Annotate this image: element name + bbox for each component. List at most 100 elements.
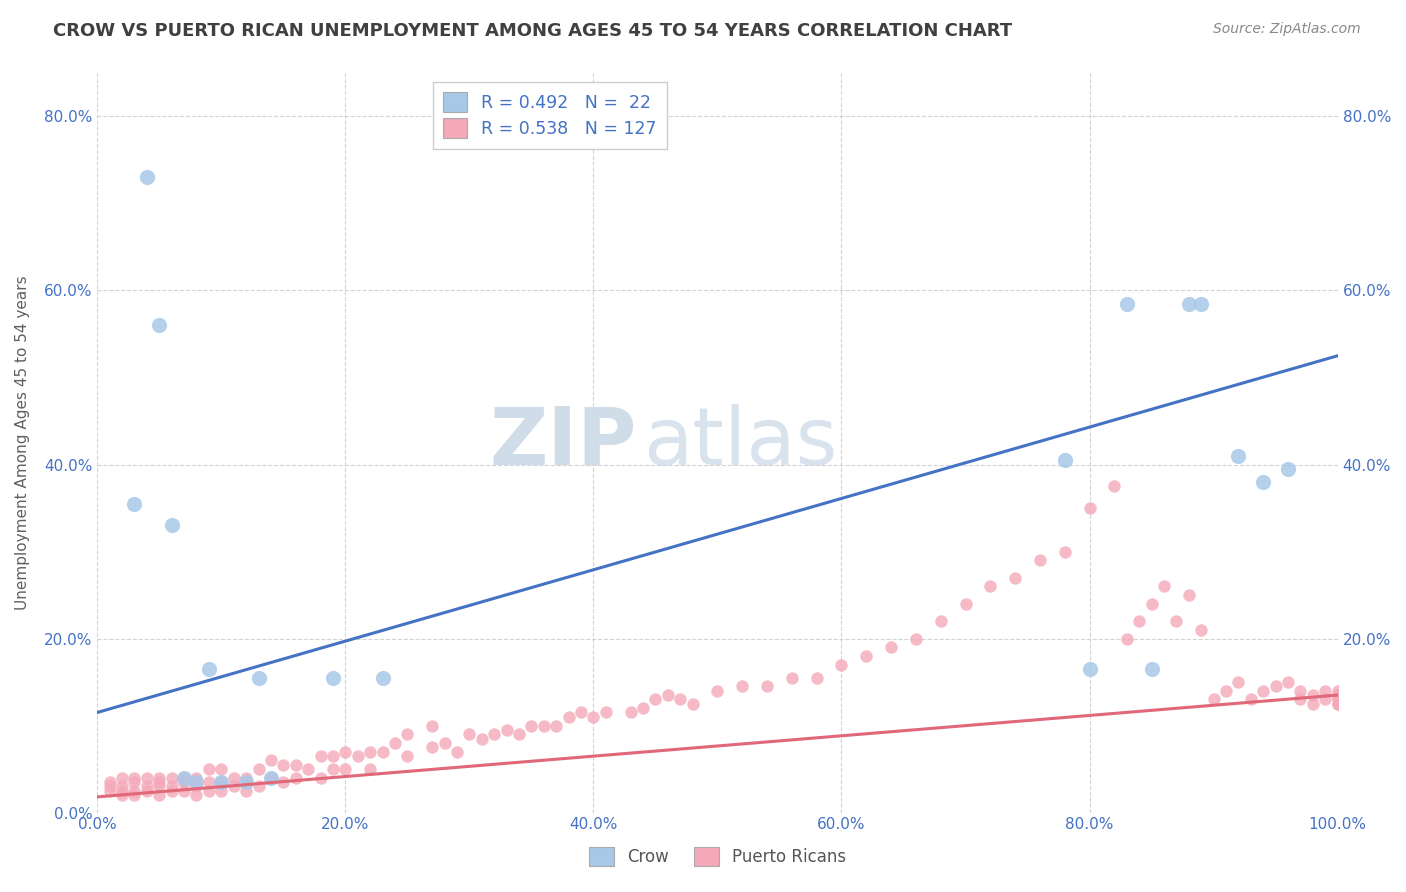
- Point: [173, 771, 195, 785]
- Point: [335, 745, 357, 759]
- Point: [135, 771, 157, 785]
- Point: [309, 749, 332, 764]
- Point: [904, 632, 927, 646]
- Point: [111, 788, 134, 802]
- Point: [1326, 692, 1348, 706]
- Point: [1153, 579, 1175, 593]
- Point: [371, 671, 394, 685]
- Point: [335, 762, 357, 776]
- Text: atlas: atlas: [643, 404, 838, 482]
- Point: [458, 727, 481, 741]
- Point: [1029, 553, 1052, 567]
- Point: [235, 775, 257, 789]
- Point: [420, 740, 443, 755]
- Point: [186, 771, 208, 785]
- Point: [135, 170, 157, 185]
- Point: [322, 749, 344, 764]
- Point: [620, 706, 643, 720]
- Point: [1227, 675, 1250, 690]
- Point: [1326, 688, 1348, 702]
- Point: [1115, 632, 1137, 646]
- Point: [706, 683, 728, 698]
- Point: [222, 780, 245, 794]
- Point: [830, 657, 852, 672]
- Point: [209, 784, 232, 798]
- Point: [284, 757, 307, 772]
- Point: [1227, 449, 1250, 463]
- Point: [148, 318, 170, 333]
- Point: [98, 784, 121, 798]
- Point: [1202, 692, 1225, 706]
- Point: [446, 745, 468, 759]
- Point: [173, 771, 195, 785]
- Point: [520, 718, 543, 732]
- Point: [1302, 697, 1324, 711]
- Point: [135, 784, 157, 798]
- Point: [731, 679, 754, 693]
- Point: [198, 762, 221, 776]
- Point: [322, 762, 344, 776]
- Point: [148, 771, 170, 785]
- Point: [198, 784, 221, 798]
- Point: [198, 662, 221, 676]
- Point: [384, 736, 406, 750]
- Point: [396, 749, 419, 764]
- Point: [173, 784, 195, 798]
- Point: [1104, 479, 1126, 493]
- Point: [669, 692, 692, 706]
- Point: [1326, 692, 1348, 706]
- Point: [260, 771, 283, 785]
- Point: [271, 775, 294, 789]
- Point: [124, 775, 146, 789]
- Point: [173, 775, 195, 789]
- Point: [186, 775, 208, 789]
- Point: [1277, 462, 1299, 476]
- Point: [235, 784, 257, 798]
- Point: [322, 671, 344, 685]
- Point: [595, 706, 617, 720]
- Point: [124, 771, 146, 785]
- Point: [955, 597, 977, 611]
- Point: [135, 780, 157, 794]
- Point: [1178, 588, 1201, 602]
- Point: [209, 762, 232, 776]
- Point: [471, 731, 494, 746]
- Point: [1166, 614, 1188, 628]
- Point: [359, 762, 381, 776]
- Point: [1004, 571, 1026, 585]
- Point: [1315, 683, 1337, 698]
- Point: [582, 710, 605, 724]
- Point: [433, 736, 456, 750]
- Point: [979, 579, 1001, 593]
- Point: [1178, 296, 1201, 310]
- Point: [1326, 697, 1348, 711]
- Point: [98, 780, 121, 794]
- Point: [806, 671, 828, 685]
- Point: [1289, 692, 1312, 706]
- Point: [495, 723, 517, 737]
- Point: [160, 518, 183, 533]
- Point: [780, 671, 803, 685]
- Point: [235, 771, 257, 785]
- Point: [756, 679, 779, 693]
- Point: [124, 497, 146, 511]
- Point: [1326, 697, 1348, 711]
- Text: Source: ZipAtlas.com: Source: ZipAtlas.com: [1213, 22, 1361, 37]
- Point: [1264, 679, 1286, 693]
- Point: [148, 788, 170, 802]
- Point: [1140, 662, 1163, 676]
- Point: [1215, 683, 1237, 698]
- Y-axis label: Unemployment Among Ages 45 to 54 years: Unemployment Among Ages 45 to 54 years: [15, 276, 30, 610]
- Point: [1078, 662, 1101, 676]
- Point: [929, 614, 952, 628]
- Legend: Crow, Puerto Ricans: Crow, Puerto Ricans: [581, 839, 855, 874]
- Point: [1053, 453, 1076, 467]
- Point: [346, 749, 368, 764]
- Point: [482, 727, 505, 741]
- Point: [1053, 544, 1076, 558]
- Point: [209, 775, 232, 789]
- Point: [855, 648, 877, 663]
- Text: CROW VS PUERTO RICAN UNEMPLOYMENT AMONG AGES 45 TO 54 YEARS CORRELATION CHART: CROW VS PUERTO RICAN UNEMPLOYMENT AMONG …: [53, 22, 1012, 40]
- Point: [260, 753, 283, 767]
- Point: [198, 775, 221, 789]
